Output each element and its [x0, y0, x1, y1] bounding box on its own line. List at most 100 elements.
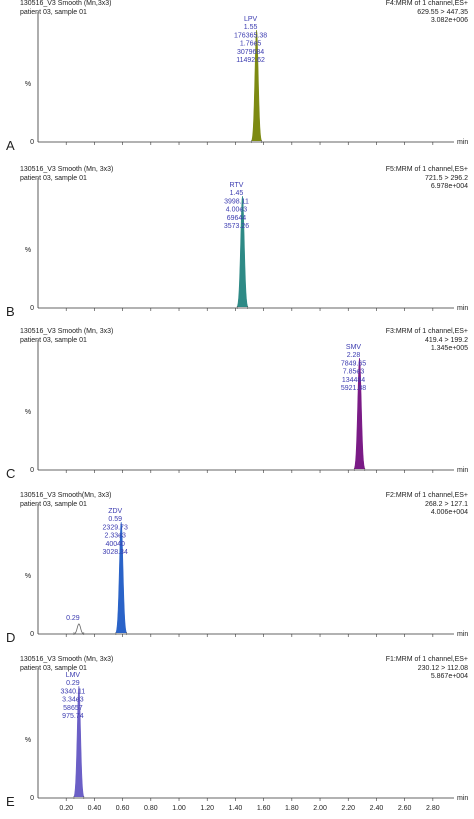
- peak-data-label: 3573.26: [224, 223, 249, 230]
- peak-data-label: 3028.34: [103, 549, 128, 556]
- x-tick-label: 0.20: [59, 805, 73, 812]
- header-left: 130516_V3 Smooth (Mn, 3x3) patient 03, sa…: [20, 328, 113, 345]
- peak-compound-label: LMV: [66, 672, 81, 679]
- x-tick-label: 2.40: [370, 805, 384, 812]
- header-right: F1:MRM of 1 channel,ES+ 230.12 > 112.08 5.…: [386, 656, 468, 682]
- header-right-line: 629.55 > 447.35: [417, 8, 468, 16]
- x-tick-label: 2.80: [426, 805, 440, 812]
- header-right: F2:MRM of 1 channel,ES+ 268.2 > 127.1 4.00…: [386, 492, 468, 518]
- header-right-line: F5:MRM of 1 channel,ES+: [385, 166, 468, 173]
- x-tick-label: 0.80: [144, 805, 158, 812]
- chromatogram-panel-c: 130516_V3 Smooth (Mn, 3x3) patient 03, sa…: [0, 328, 474, 488]
- peak-data-label: 0.29: [66, 615, 80, 622]
- panel-letter: C: [6, 466, 16, 481]
- peak-data-label: 40040: [105, 541, 125, 548]
- header-left: 130516_V3 Smooth (Mn,3x3) patient 03, sam…: [20, 0, 111, 17]
- header-right: F4:MRM of 1 channel,ES+ 629.55 > 447.35 3.…: [386, 0, 468, 26]
- header-left-line: patient 03, sample 01: [20, 664, 87, 672]
- panel-letter: A: [6, 138, 15, 153]
- peak-data-label: 0.29: [66, 680, 80, 687]
- x-tick-label: 1.80: [285, 805, 299, 812]
- header-right-line: 3.082e+006: [430, 17, 468, 24]
- y-zero-label: 0: [30, 139, 34, 146]
- header-left-line: patient 03, sample 01: [20, 8, 87, 16]
- x-tick-label: 0.40: [88, 805, 102, 812]
- x-tick-label: 0.60: [116, 805, 130, 812]
- x-tick-label: 1.60: [257, 805, 271, 812]
- y-zero-label: 0: [30, 467, 34, 474]
- peak-data-label: 1.45: [230, 190, 244, 197]
- peak-compound-label: LPV: [244, 16, 258, 23]
- peak-compound-label: SMV: [346, 344, 362, 351]
- header-right-line: F2:MRM of 1 channel,ES+: [385, 492, 468, 499]
- peak-data-label: 3998.11: [224, 198, 249, 205]
- header-right-line: 6.978e+004: [430, 183, 468, 190]
- x-tick-label: 2.60: [398, 805, 412, 812]
- y-axis-label: %: [25, 409, 31, 416]
- chromatogram-panel-a: 130516_V3 Smooth (Mn,3x3) patient 03, sam…: [0, 0, 474, 160]
- x-axis-label: min: [457, 305, 468, 312]
- peak-data-label: 134484: [342, 377, 365, 384]
- chromatogram-panel-b: 130516_V3 Smooth (Mn, 3x3) patient 03, sa…: [0, 166, 474, 326]
- header-right-line: 419.4 > 199.2: [424, 336, 468, 344]
- header-left: 130516_V3 Smooth(Mn, 3x3) patient 03, sam…: [20, 492, 111, 509]
- header-right-line: 4.006e+004: [430, 509, 468, 516]
- peak-data-label: 3079684: [237, 49, 264, 56]
- header-right-line: 5.867e+004: [430, 673, 468, 680]
- header-right-line: 1.345e+005: [430, 345, 468, 352]
- chromatogram-panel-e: 130516_V3 Smooth (Mn, 3x3) patient 03, sa…: [0, 656, 474, 816]
- header-right-line: F1:MRM of 1 channel,ES+: [385, 656, 468, 663]
- peak-data-label: 5921.88: [341, 385, 366, 392]
- peak-data-label: 11492.62: [236, 57, 265, 64]
- x-axis-label: min: [457, 139, 468, 146]
- peak-data-label: 2.33e3: [104, 533, 126, 540]
- y-zero-label: 0: [30, 305, 34, 312]
- peak-data-label: 3.34e3: [62, 697, 84, 704]
- y-zero-label: 0: [30, 795, 34, 802]
- x-tick-label: 1.00: [172, 805, 186, 812]
- panel-letter: B: [6, 304, 15, 319]
- y-axis-label: %: [25, 737, 31, 744]
- peak-data-label: 7.85e3: [343, 369, 365, 376]
- y-axis-label: %: [25, 81, 31, 88]
- x-axis-label: min: [457, 631, 468, 638]
- x-axis-label: min: [457, 795, 468, 802]
- x-tick-label: 2.20: [341, 805, 355, 812]
- chromatogram-peak: [115, 521, 127, 634]
- chromatogram-peak: [73, 623, 84, 635]
- peak-data-label: 7849.65: [341, 360, 366, 367]
- header-left: 130516_V3 Smooth (Mn, 3x3) patient 03, sa…: [20, 656, 113, 673]
- header-left-line: 130516_V3 Smooth(Mn, 3x3): [20, 492, 112, 499]
- peak-compound-label: ZDV: [108, 508, 122, 515]
- header-left-line: 130516_V3 Smooth (Mn, 3x3): [20, 656, 114, 663]
- header-right: F3:MRM of 1 channel,ES+ 419.4 > 199.2 1.34…: [386, 328, 468, 354]
- chromatogram-peak: [236, 195, 249, 308]
- y-axis-label: %: [25, 573, 31, 580]
- header-right-line: F4:MRM of 1 channel,ES+: [385, 0, 468, 7]
- header-right-line: 230.12 > 112.08: [417, 664, 468, 672]
- header-left-line: 130516_V3 Smooth (Mn, 3x3): [20, 166, 114, 173]
- header-right-line: F3:MRM of 1 channel,ES+: [385, 328, 468, 335]
- x-tick-label: 2.00: [313, 805, 327, 812]
- peak-compound-label: RTV: [230, 182, 244, 189]
- peak-data-label: 2329.73: [103, 524, 128, 531]
- header-left-line: 130516_V3 Smooth (Mn,3x3): [20, 0, 112, 7]
- panel-letter: D: [6, 630, 16, 645]
- header-left-line: patient 03, sample 01: [20, 336, 87, 344]
- chromatogram-peak: [73, 685, 85, 798]
- peak-data-label: 4.00e3: [226, 207, 248, 214]
- peak-data-label: 176365.38: [234, 32, 267, 39]
- x-axis-label: min: [457, 467, 468, 474]
- header-right-line: 721.5 > 296.2: [424, 174, 468, 182]
- peak-data-label: 58657: [63, 705, 83, 712]
- chromatogram-peak: [353, 357, 366, 470]
- peak-data-label: 2.28: [347, 352, 361, 359]
- y-axis-label: %: [25, 247, 31, 254]
- peak-data-label: 1.76e5: [240, 41, 262, 48]
- peak-data-label: 0.59: [108, 516, 122, 523]
- peak-data-label: 975.74: [62, 713, 84, 720]
